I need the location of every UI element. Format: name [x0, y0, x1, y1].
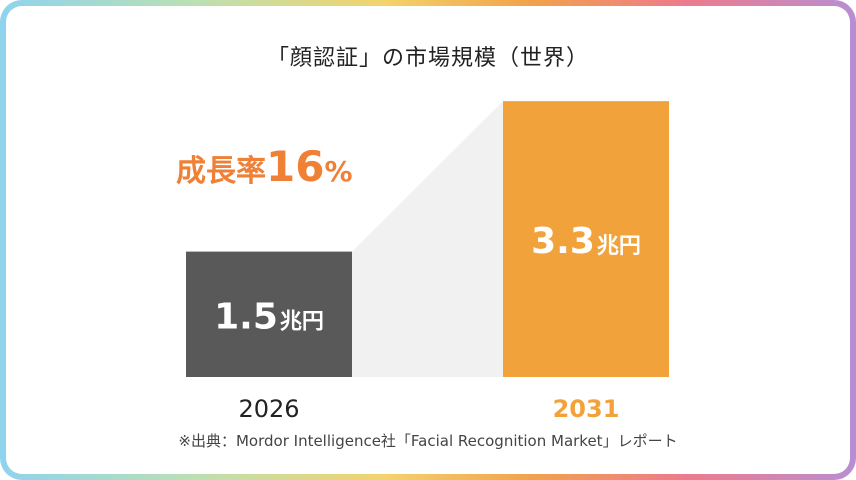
- growth-rate-unit: %: [324, 155, 353, 188]
- growth-rate-label: 成長率: [176, 154, 266, 189]
- data-label-2026: 1.5兆円: [214, 296, 324, 337]
- growth-rate: 成長率16%: [176, 142, 353, 191]
- data-label-2031: 3.3兆円: [531, 221, 641, 262]
- source-note: ※出典：Mordor Intelligence社「Facial Recognit…: [178, 432, 678, 450]
- category-label-2026: 2026: [238, 395, 299, 423]
- bar-2031: [503, 101, 669, 378]
- category-label-2031: 2031: [553, 395, 620, 423]
- growth-band: [352, 101, 503, 378]
- chart-title: 「顔認証」の市場規模（世界）: [266, 46, 589, 71]
- bar-2026: [186, 251, 352, 377]
- growth-rate-value: 16: [266, 142, 325, 191]
